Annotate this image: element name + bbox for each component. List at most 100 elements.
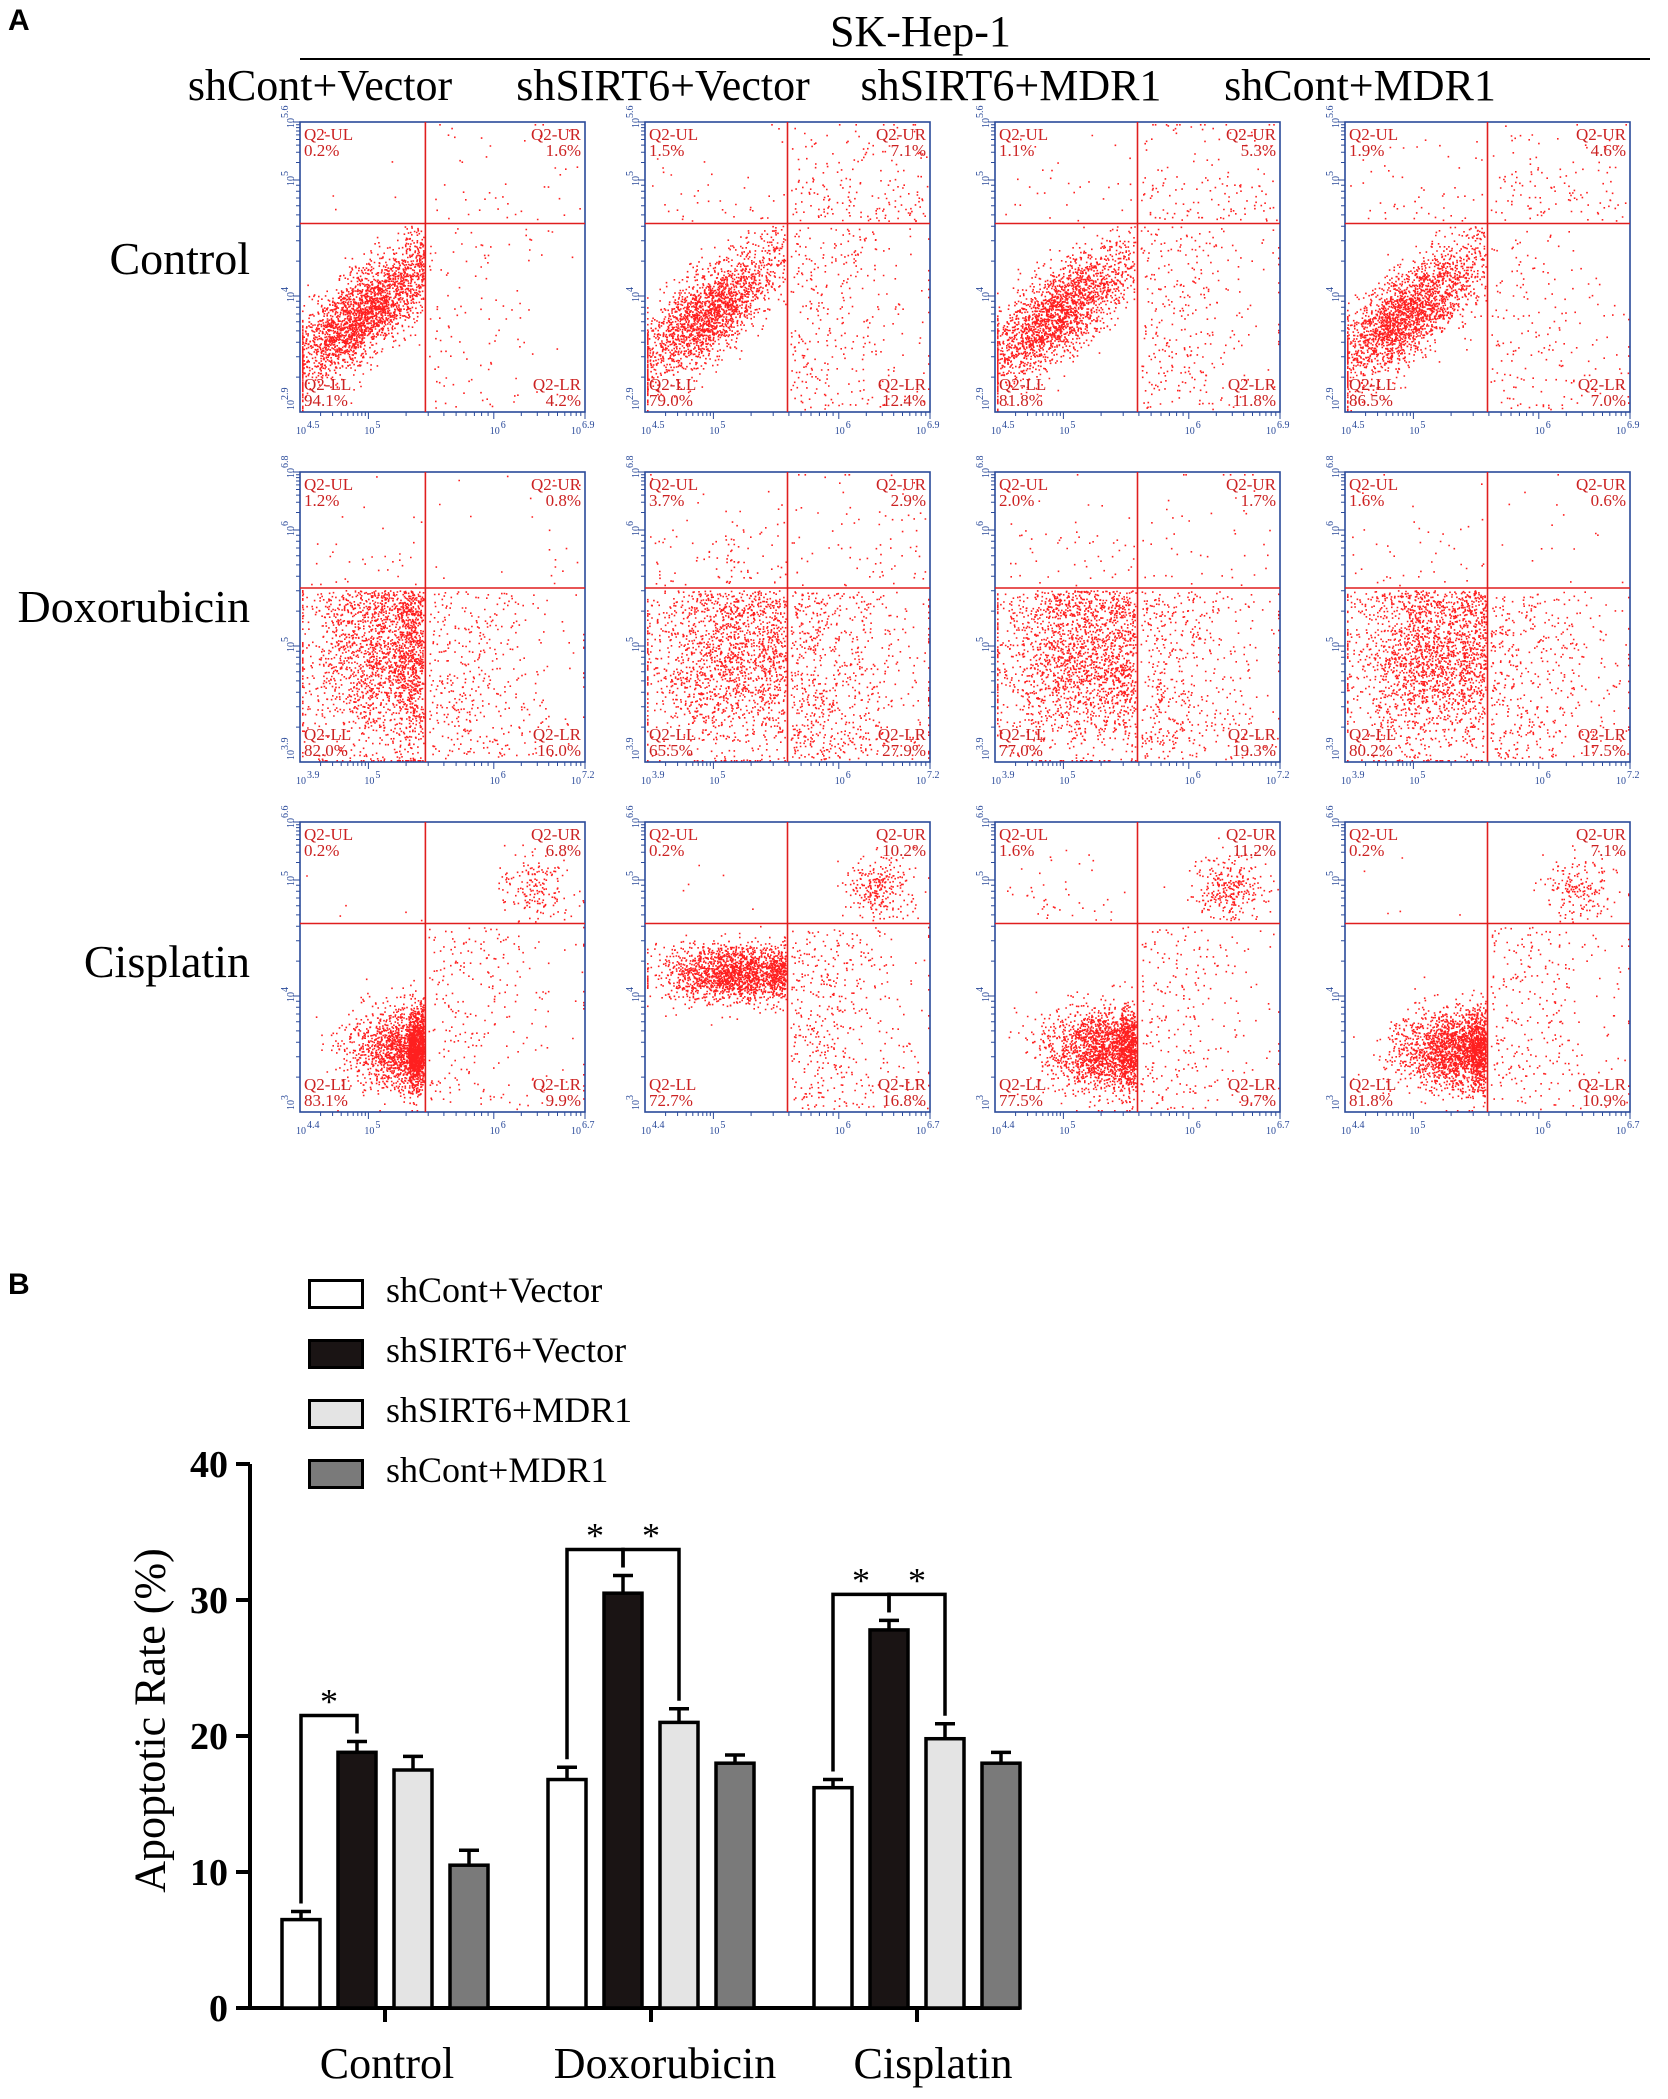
quadrant-ur-name: Q2-UR	[876, 475, 927, 494]
x-tick-label: 10	[1341, 776, 1351, 787]
quadrant-ul-value: 1.5%	[649, 141, 684, 160]
y-tick-exponent: 5.6	[1325, 106, 1336, 119]
x-tick-label: 10	[835, 776, 845, 787]
y-tick-label: 10	[631, 876, 642, 886]
x-tick-label: 10	[991, 1126, 1001, 1137]
bar-cisplatin-shcont-mdr1	[980, 1761, 1022, 2010]
quadrant-ll-value: 77.0%	[999, 741, 1043, 760]
quadrant-ll-name: Q2-LL	[1349, 1075, 1396, 1094]
x-tick-exponent: 6	[501, 770, 506, 781]
quadrant-ul-name: Q2-UL	[649, 825, 698, 844]
quadrant-ur-name: Q2-UR	[1226, 125, 1277, 144]
x-axis-ticks	[320, 762, 586, 769]
y-tick-exponent: 5	[625, 637, 636, 642]
x-axis-ticks	[665, 412, 931, 419]
y-tick-label: 10	[286, 118, 297, 128]
quadrant-ur-name: Q2-UR	[1226, 825, 1277, 844]
y-tick-label: 10	[631, 1100, 642, 1110]
x-tick-label: 10	[490, 426, 500, 437]
flow-dots	[1347, 124, 1630, 412]
y-tick-label: 10	[981, 292, 992, 302]
quadrant-ul-name: Q2-UL	[649, 125, 698, 144]
y-tick-label: 10	[1331, 642, 1342, 652]
y-tick-exponent: 5	[280, 871, 291, 876]
quadrant-ur-name: Q2-UR	[1226, 475, 1277, 494]
quadrant-lr-name: Q2-LR	[533, 1075, 582, 1094]
quadrant-ur-value: 0.8%	[546, 491, 581, 510]
y-tick-label: 10	[286, 992, 297, 1002]
x-tick-exponent: 5	[1070, 420, 1075, 431]
y-axis-ticks	[638, 821, 645, 1078]
y-tick-exponent: 2.9	[1325, 388, 1336, 401]
bar-control-shcont-vector	[280, 1917, 322, 2010]
bar-cisplatin-shsirt6-mdr1	[924, 1736, 966, 2010]
y-tick-label: 10	[1331, 876, 1342, 886]
x-tick-label: 10	[709, 1126, 719, 1137]
x-tick-exponent: 6.7	[1277, 1120, 1290, 1131]
y-tick-label: 10	[631, 400, 642, 410]
x-tick-exponent: 3.9	[652, 770, 665, 781]
quadrant-lr-value: 17.5%	[1582, 741, 1626, 760]
quadrant-lr-value: 27.9%	[882, 741, 926, 760]
quadrant-lr-name: Q2-LR	[1578, 725, 1627, 744]
x-tick-label: 10	[916, 1126, 926, 1137]
column-header-shsirt6-vector: shSIRT6+Vector	[516, 61, 810, 110]
x-tick-label: 10	[991, 776, 1001, 787]
plot-frame	[299, 471, 586, 763]
x-axis-ticks	[665, 1112, 931, 1119]
x-tick-exponent: 6	[1196, 770, 1201, 781]
y-tick-label: 10	[981, 992, 992, 1002]
legend-swatch-shsirt6-vector	[308, 1339, 364, 1369]
quadrant-lr-name: Q2-LR	[1578, 1075, 1627, 1094]
x-tick-label: 10	[571, 426, 581, 437]
y-tick-label: 10	[1331, 526, 1342, 536]
significance-star: *	[908, 1560, 926, 1600]
y-tick-label: 40	[190, 1444, 228, 1486]
y-tick-exponent: 5.6	[280, 106, 291, 119]
x-tick-label: 10	[1059, 776, 1069, 787]
x-axis-ticks	[1365, 762, 1631, 769]
y-tick-exponent: 6.6	[1325, 806, 1336, 819]
quadrant-ur-value: 6.8%	[546, 841, 581, 860]
quadrant-ul-name: Q2-UL	[999, 475, 1048, 494]
y-axis-ticks	[1338, 821, 1345, 1078]
x-tick-exponent: 7.2	[1277, 770, 1290, 781]
x-axis-ticks	[1015, 412, 1281, 419]
x-tick-label: 10	[1266, 426, 1276, 437]
y-tick-exponent: 5	[280, 171, 291, 176]
x-tick-label: 10	[1409, 1126, 1419, 1137]
quadrant-ul-value: 1.6%	[999, 841, 1034, 860]
row-label-control: Control	[109, 233, 250, 284]
y-tick-label: 10	[286, 468, 297, 478]
x-axis-ticks	[1015, 762, 1281, 769]
y-tick-label: 10	[286, 292, 297, 302]
y-tick-label: 10	[981, 1100, 992, 1110]
x-category-control: Control	[319, 2039, 455, 2088]
flow-dots	[302, 475, 585, 762]
y-tick-exponent: 6	[280, 521, 291, 526]
legend-label-shsirt6-vector: shSIRT6+Vector	[386, 1330, 627, 1370]
bar-control-shsirt6-mdr1	[392, 1768, 434, 2010]
x-tick-exponent: 6.9	[582, 420, 595, 431]
quadrant-ll-value: 79.0%	[649, 391, 693, 410]
significance-star: *	[586, 1516, 604, 1556]
x-tick-label: 10	[835, 426, 845, 437]
y-axis-ticks	[988, 121, 995, 378]
x-axis-ticks	[665, 762, 931, 769]
x-tick-label: 10	[1616, 776, 1626, 787]
bar-doxorubicin-shcont-vector	[546, 1777, 588, 2010]
quadrant-ur-value: 10.2%	[882, 841, 926, 860]
y-tick-exponent: 3.9	[280, 738, 291, 751]
x-tick-label: 10	[1535, 1126, 1545, 1137]
y-tick-label: 10	[981, 468, 992, 478]
y-axis-ticks	[988, 471, 995, 728]
y-tick-exponent: 2.9	[625, 388, 636, 401]
x-tick-label: 10	[1266, 776, 1276, 787]
quadrant-ur-name: Q2-UR	[1576, 125, 1627, 144]
quadrant-ul-name: Q2-UL	[1349, 125, 1398, 144]
x-tick-label: 10	[490, 1126, 500, 1137]
x-tick-exponent: 3.9	[307, 770, 320, 781]
y-tick-label: 10	[286, 526, 297, 536]
x-tick-label: 10	[571, 1126, 581, 1137]
